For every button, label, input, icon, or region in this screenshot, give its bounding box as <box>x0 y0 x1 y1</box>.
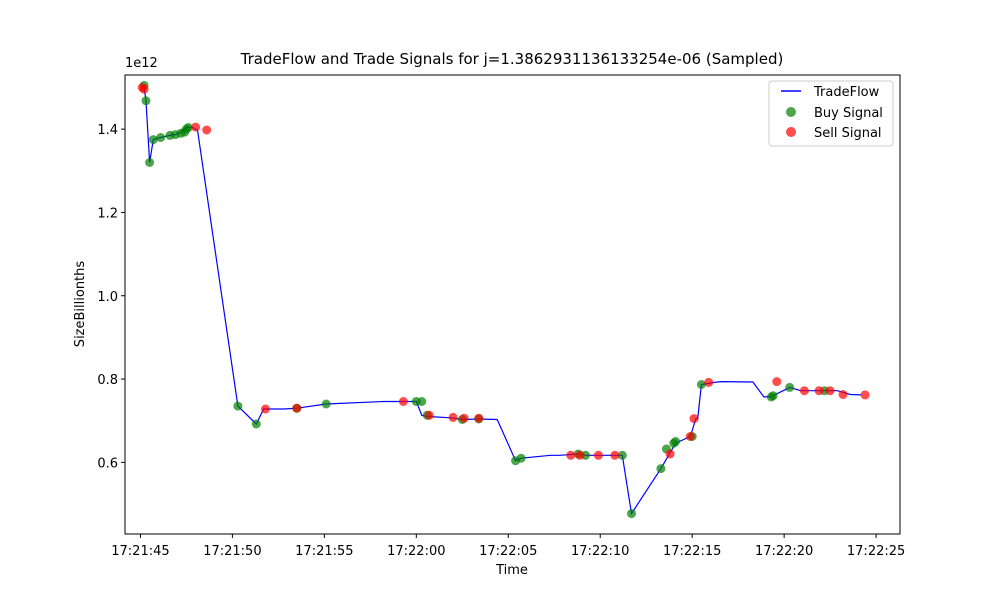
sell-signal-point <box>772 377 782 387</box>
y-tick-label: 1.0 <box>97 290 118 305</box>
buy-signal-point <box>251 419 261 429</box>
x-tick-label: 17:22:20 <box>755 544 813 559</box>
sell-signal-point <box>814 386 824 396</box>
y-axis-label: SizeBillionths <box>73 261 88 348</box>
buy-signal-point <box>627 509 636 519</box>
buy-signal-point <box>183 123 193 132</box>
chart-title: TradeFlow and Trade Signals for j=1.3862… <box>240 50 784 68</box>
sell-signal-point <box>261 404 270 414</box>
legend-sell-marker <box>786 127 796 137</box>
sell-signal-point <box>459 413 469 423</box>
sell-signal-point <box>593 450 603 460</box>
y-offset-label: 1e12 <box>125 56 158 71</box>
buy-signal-point <box>656 464 666 474</box>
x-tick-label: 17:22:05 <box>479 544 537 559</box>
sell-signal-point <box>474 413 484 423</box>
buy-signal-point <box>516 453 526 463</box>
y-tick-label: 1.4 <box>97 123 118 138</box>
sell-signal-point <box>566 450 576 460</box>
sell-signal-point <box>202 125 212 135</box>
buy-signal-point <box>785 382 795 392</box>
sell-signal-point <box>689 414 699 424</box>
sell-signal-point <box>448 412 458 422</box>
sell-signal-point <box>685 432 695 441</box>
buy-signal-point <box>141 96 151 106</box>
legend-sell-label: Sell Signal <box>814 126 882 141</box>
buy-signal-point <box>768 391 778 401</box>
sell-signal-point <box>398 397 408 406</box>
legend-tradeflow-label: TradeFlow <box>813 85 880 100</box>
buy-signal-point <box>321 399 331 409</box>
sell-signal-point <box>838 390 848 399</box>
sell-signal-point <box>799 386 809 396</box>
axis-ticks: 17:21:45 17:21:50 17:21:55 17:22:00 17:22:05… <box>97 123 905 559</box>
sell-signal-point <box>292 403 302 413</box>
x-tick-label: 17:22:00 <box>387 544 445 559</box>
legend-box <box>768 80 894 147</box>
sell-signal-point <box>665 449 675 459</box>
sell-signal-point <box>704 377 714 387</box>
x-tick-label: 17:22:15 <box>663 544 721 559</box>
buy-signal-point <box>233 401 243 411</box>
x-tick-label: 17:21:55 <box>295 544 353 559</box>
buy-signal-point <box>617 450 627 460</box>
sell-signal-point <box>610 450 620 460</box>
x-tick-label: 17:22:25 <box>847 544 905 559</box>
legend: TradeFlow Buy Signal Sell Signal <box>768 80 894 147</box>
x-axis-label: Time <box>495 563 528 578</box>
buy-signal-point <box>148 135 158 145</box>
buy-signal-point <box>417 397 427 406</box>
sell-signal-point <box>424 410 434 420</box>
legend-buy-marker <box>786 107 796 117</box>
y-tick-label: 0.6 <box>97 456 118 471</box>
buy-signal-point <box>156 133 166 142</box>
plot-frame <box>124 74 901 535</box>
sell-signal-point <box>860 390 870 400</box>
buy-signal-point <box>145 158 155 167</box>
legend-buy-label: Buy Signal <box>814 106 883 121</box>
sell-signal-point <box>575 450 585 460</box>
y-tick-label: 0.8 <box>97 373 118 388</box>
sell-signal-point <box>825 386 835 396</box>
buy-signal-point <box>696 380 706 389</box>
plot-area <box>137 80 870 519</box>
y-tick-label: 1.2 <box>97 206 118 221</box>
x-tick-label: 17:21:45 <box>111 544 169 559</box>
sell-signal-point <box>191 122 201 132</box>
buy-signal-point <box>671 437 681 446</box>
x-tick-label: 17:22:10 <box>571 544 629 559</box>
sell-signal-point <box>139 84 149 94</box>
x-tick-label: 17:21:50 <box>203 544 261 559</box>
